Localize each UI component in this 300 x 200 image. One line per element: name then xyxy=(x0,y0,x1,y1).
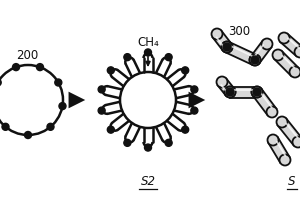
Circle shape xyxy=(253,88,261,96)
Circle shape xyxy=(191,86,198,93)
Circle shape xyxy=(290,66,300,77)
Text: 200: 200 xyxy=(16,49,38,62)
Circle shape xyxy=(25,132,32,138)
Circle shape xyxy=(182,126,189,133)
Circle shape xyxy=(47,123,54,130)
Circle shape xyxy=(98,107,105,114)
Circle shape xyxy=(280,154,290,166)
Circle shape xyxy=(2,123,9,130)
Circle shape xyxy=(98,86,105,93)
Circle shape xyxy=(251,86,262,98)
Circle shape xyxy=(226,88,234,96)
Circle shape xyxy=(13,64,20,71)
Polygon shape xyxy=(253,89,276,115)
Polygon shape xyxy=(225,42,257,65)
Polygon shape xyxy=(213,31,231,50)
Polygon shape xyxy=(250,41,272,63)
Polygon shape xyxy=(218,79,234,95)
Circle shape xyxy=(292,136,300,148)
Circle shape xyxy=(217,76,227,88)
Circle shape xyxy=(278,32,290,44)
Circle shape xyxy=(268,134,278,146)
Circle shape xyxy=(37,64,44,71)
Circle shape xyxy=(221,42,233,52)
Circle shape xyxy=(272,49,284,60)
Circle shape xyxy=(262,38,272,49)
Polygon shape xyxy=(274,51,299,76)
Circle shape xyxy=(212,28,223,40)
Circle shape xyxy=(107,67,114,74)
Text: S2: S2 xyxy=(140,175,155,188)
Text: S: S xyxy=(288,175,296,188)
Polygon shape xyxy=(230,86,257,98)
Circle shape xyxy=(295,46,300,58)
Circle shape xyxy=(221,42,233,52)
Polygon shape xyxy=(268,137,290,163)
Circle shape xyxy=(0,79,1,86)
Circle shape xyxy=(223,43,231,51)
Circle shape xyxy=(224,86,236,98)
Text: CH₄: CH₄ xyxy=(137,36,159,49)
Circle shape xyxy=(124,139,131,146)
Circle shape xyxy=(59,103,66,110)
Circle shape xyxy=(250,54,260,66)
Circle shape xyxy=(224,86,236,98)
Circle shape xyxy=(250,54,260,66)
Text: 300: 300 xyxy=(228,25,250,38)
Circle shape xyxy=(107,126,114,133)
Circle shape xyxy=(165,54,172,61)
Circle shape xyxy=(124,54,131,61)
Circle shape xyxy=(145,144,152,151)
Circle shape xyxy=(277,116,287,128)
Polygon shape xyxy=(278,119,300,145)
Circle shape xyxy=(251,86,262,98)
Circle shape xyxy=(55,79,62,86)
Circle shape xyxy=(145,49,152,56)
Circle shape xyxy=(251,56,259,64)
Circle shape xyxy=(165,139,172,146)
Circle shape xyxy=(182,67,189,74)
Circle shape xyxy=(266,106,278,117)
Polygon shape xyxy=(280,34,300,56)
Circle shape xyxy=(191,107,198,114)
